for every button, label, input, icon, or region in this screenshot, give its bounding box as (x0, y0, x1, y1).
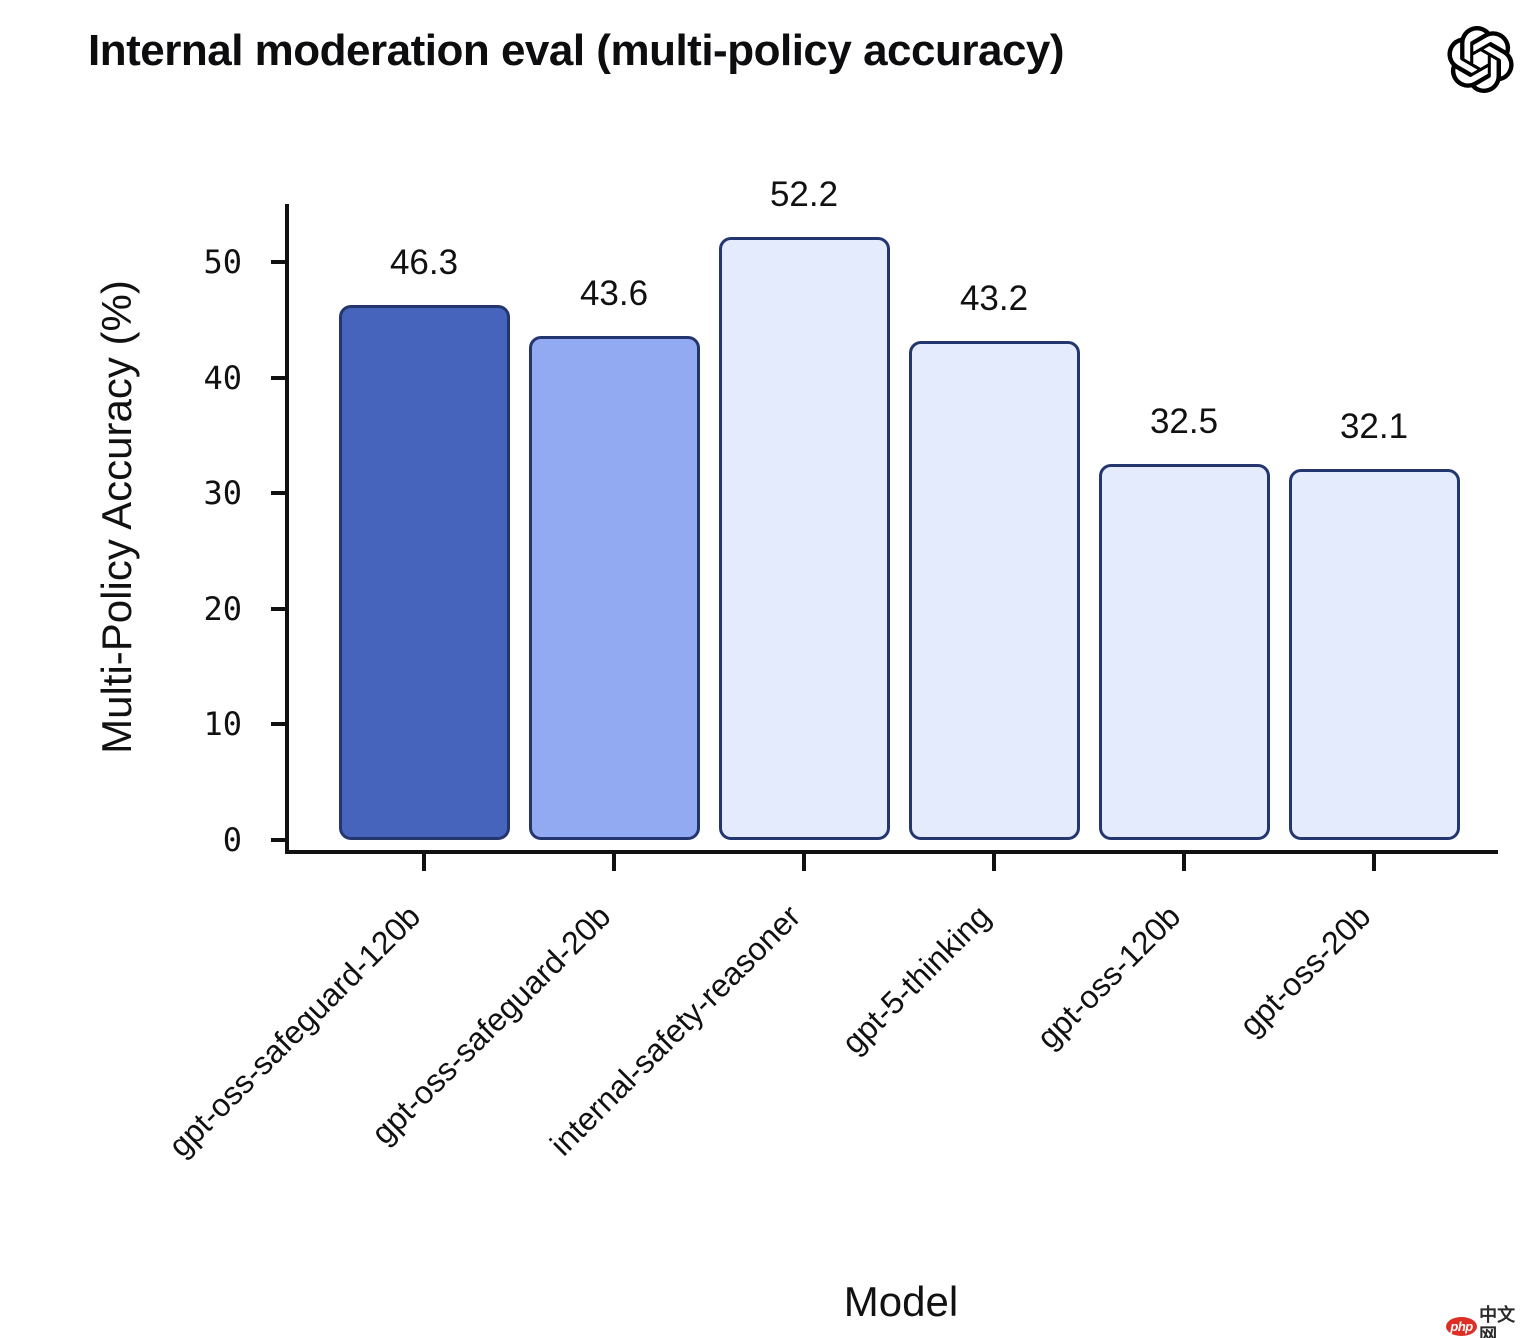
bar-internal-safety-reasoner (718, 236, 890, 840)
x-category-label-gpt-oss-120b: gpt-oss-120b (1029, 898, 1188, 1056)
x-category-label-gpt-5-thinking: gpt-5-thinking (834, 898, 998, 1061)
x-category-label-gpt-oss-20b: gpt-oss-20b (1232, 898, 1378, 1043)
openai-logo-icon (1447, 26, 1514, 93)
x-tick-mark (802, 854, 806, 871)
y-tick-label: 10 (203, 705, 242, 744)
y-tick-label: 30 (203, 474, 242, 513)
y-tick-mark (271, 491, 286, 496)
x-tick-mark (422, 854, 426, 871)
bar-value-label: 46.3 (389, 242, 459, 282)
x-axis-label: Model (843, 1278, 959, 1325)
y-axis-spine (285, 204, 289, 854)
y-tick-mark (271, 722, 286, 727)
y-axis-label: Multi-Policy Accuracy (%) (93, 280, 140, 754)
bar-gpt-oss-20b (1288, 468, 1460, 840)
watermark-text: 中文网 (1479, 1305, 1516, 1338)
y-tick-label: 20 (203, 589, 242, 628)
watermark: php 中文网 (1446, 1306, 1530, 1338)
bar-value-label: 32.1 (1339, 406, 1409, 446)
y-tick-mark (271, 375, 286, 380)
chart-title: Internal moderation eval (multi-policy a… (88, 26, 1065, 75)
y-tick-mark (271, 838, 286, 842)
bar-gpt-oss-safeguard-20b (528, 335, 700, 840)
bar-value-label: 52.2 (769, 174, 839, 214)
php-badge-icon: php (1446, 1316, 1478, 1336)
y-tick-label: 0 (222, 821, 242, 859)
bar-value-label: 43.6 (579, 273, 649, 313)
bar-value-label: 32.5 (1149, 402, 1219, 442)
y-tick-label: 40 (203, 358, 242, 397)
bar-value-label: 43.2 (959, 278, 1029, 318)
y-tick-mark (271, 260, 286, 264)
y-tick-mark (271, 606, 286, 611)
x-tick-mark (612, 854, 616, 871)
bar-gpt-oss-safeguard-120b (338, 304, 510, 840)
x-tick-mark (992, 854, 996, 871)
x-tick-mark (1372, 854, 1376, 871)
bar-gpt-5-thinking (908, 340, 1080, 840)
bar-gpt-oss-120b (1098, 464, 1270, 840)
x-axis-spine (285, 850, 1498, 854)
x-tick-mark (1182, 854, 1186, 871)
y-tick-label: 50 (203, 243, 242, 281)
